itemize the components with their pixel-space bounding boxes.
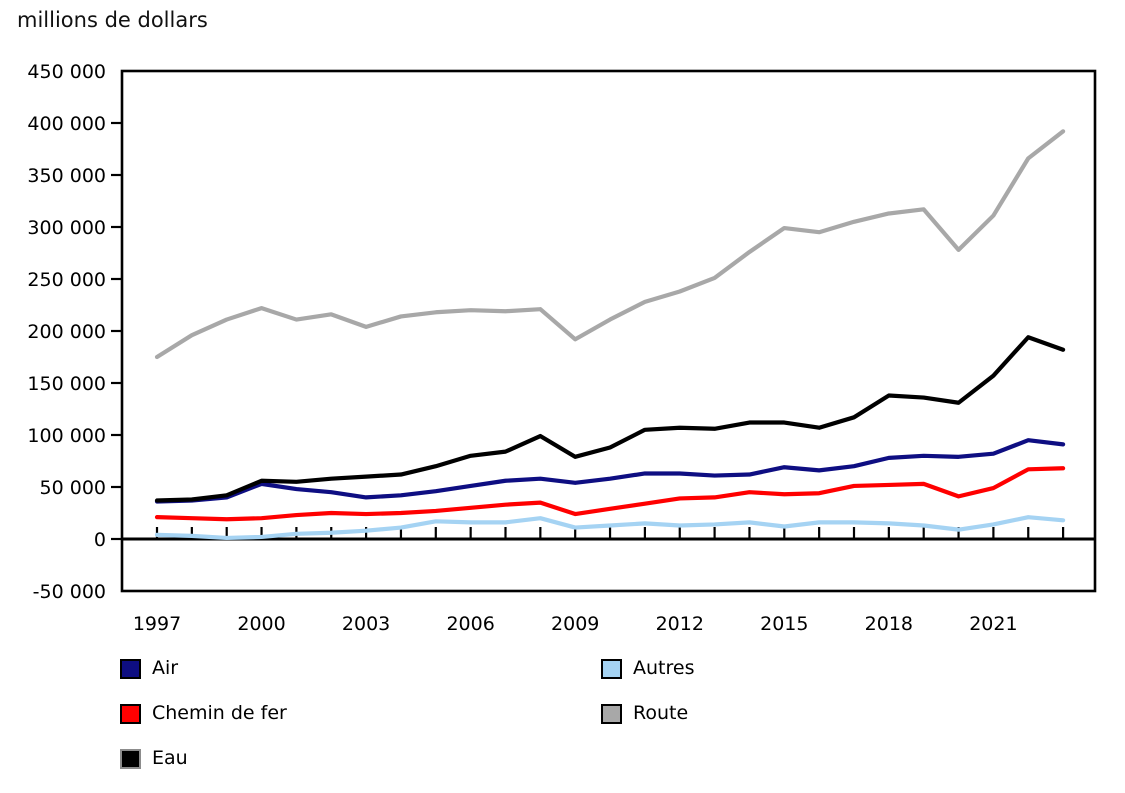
x-axis-label: 1997 [133, 613, 181, 635]
series-line-autres [154, 515, 1066, 541]
legend-label: Route [633, 702, 689, 724]
legend-item-route: Route [601, 703, 694, 724]
autres-swatch-icon [601, 658, 622, 679]
x-axis-label: 2003 [342, 613, 390, 635]
legend-item-chemin-de-fer: Chemin de fer [120, 703, 287, 724]
y-axis-label: 300 000 [27, 217, 106, 239]
eau-swatch-icon [120, 748, 141, 769]
air-swatch-icon [120, 658, 141, 679]
plot-area: 450 000 400 000 350 000 300 000 250 000 200 0… [27, 61, 1097, 635]
y-axis-label: 350 000 [27, 165, 106, 187]
series-line-chemin-de-fer [154, 466, 1066, 522]
legend-item-air: Air [120, 658, 287, 679]
y-axis-label: 50 000 [40, 477, 106, 499]
legend-item-autres: Autres [601, 658, 694, 679]
x-axis-label: 2012 [656, 613, 704, 635]
x-axis-label: 2000 [237, 613, 285, 635]
x-axis-label: 2021 [969, 613, 1017, 635]
y-axis-label: 0 [94, 529, 106, 551]
y-axis-label: -50 000 [33, 581, 106, 603]
y-axis-label: 100 000 [27, 425, 106, 447]
legend-label: Eau [152, 747, 188, 769]
x-axis-label: 2006 [446, 613, 494, 635]
legend-label: Chemin de fer [152, 702, 287, 724]
y-axis-label: 400 000 [27, 113, 106, 135]
x-axis-label: 2018 [865, 613, 913, 635]
route-swatch-icon [601, 703, 622, 724]
y-axis-label: 200 000 [27, 321, 106, 343]
series-line-eau [154, 335, 1066, 503]
x-axis-label: 2015 [760, 613, 808, 635]
legend-column-right: Autres Route [601, 658, 694, 748]
legend-item-eau: Eau [120, 748, 287, 769]
chart-title: millions de dollars [17, 8, 208, 32]
legend-label: Air [152, 657, 179, 679]
y-axis-label: 250 000 [27, 269, 106, 291]
series-line-route [154, 129, 1066, 360]
legend-label: Autres [633, 657, 695, 679]
y-axis-label: 150 000 [27, 373, 106, 395]
chemin-de-fer-swatch-icon [120, 703, 141, 724]
y-axis-label: 450 000 [27, 61, 106, 83]
plot-frame [120, 69, 1097, 593]
series-line-air [154, 438, 1066, 504]
legend-column-left: Air Chemin de fer Eau [120, 658, 287, 793]
x-axis-label: 2009 [551, 613, 599, 635]
